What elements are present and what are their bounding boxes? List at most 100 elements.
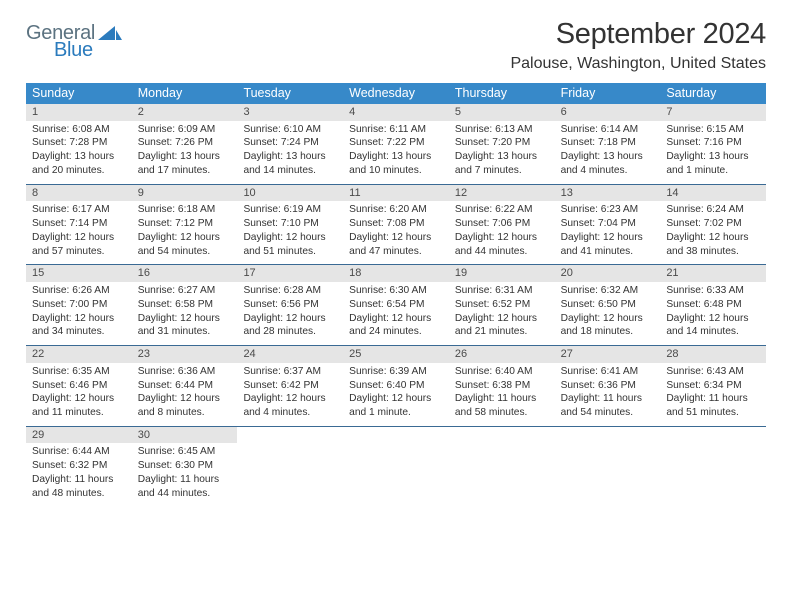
day-number: 15	[26, 265, 132, 282]
day-number: 17	[237, 265, 343, 282]
day-number: 13	[555, 185, 661, 202]
calendar-day-cell: .	[449, 427, 555, 507]
day-details: Sunrise: 6:20 AMSunset: 7:08 PMDaylight:…	[343, 201, 449, 264]
day-number: 16	[132, 265, 238, 282]
calendar-day-cell: 7Sunrise: 6:15 AMSunset: 7:16 PMDaylight…	[660, 104, 766, 184]
day-number: 6	[555, 104, 661, 121]
sunrise-line: Sunrise: 6:27 AM	[138, 284, 232, 298]
sunset-line: Sunset: 6:34 PM	[666, 379, 760, 393]
day-number: 4	[343, 104, 449, 121]
title-block: September 2024 Palouse, Washington, Unit…	[510, 18, 766, 73]
daylight-line: Daylight: 13 hours and 7 minutes.	[455, 150, 549, 178]
logo: General Blue	[26, 24, 122, 60]
day-number: 10	[237, 185, 343, 202]
sunset-line: Sunset: 7:04 PM	[561, 217, 655, 231]
sunrise-line: Sunrise: 6:30 AM	[349, 284, 443, 298]
calendar-day-cell: 26Sunrise: 6:40 AMSunset: 6:38 PMDayligh…	[449, 346, 555, 426]
day-details: Sunrise: 6:09 AMSunset: 7:26 PMDaylight:…	[132, 121, 238, 184]
day-details: Sunrise: 6:26 AMSunset: 7:00 PMDaylight:…	[26, 282, 132, 345]
daylight-line: Daylight: 11 hours and 58 minutes.	[455, 392, 549, 420]
sunrise-line: Sunrise: 6:23 AM	[561, 203, 655, 217]
calendar-day-cell: 14Sunrise: 6:24 AMSunset: 7:02 PMDayligh…	[660, 185, 766, 265]
day-number: 3	[237, 104, 343, 121]
calendar-week-row: 22Sunrise: 6:35 AMSunset: 6:46 PMDayligh…	[26, 346, 766, 427]
sunrise-line: Sunrise: 6:32 AM	[561, 284, 655, 298]
sunrise-line: Sunrise: 6:13 AM	[455, 123, 549, 137]
calendar-day-cell: 8Sunrise: 6:17 AMSunset: 7:14 PMDaylight…	[26, 185, 132, 265]
calendar-day-cell: 23Sunrise: 6:36 AMSunset: 6:44 PMDayligh…	[132, 346, 238, 426]
sunrise-line: Sunrise: 6:22 AM	[455, 203, 549, 217]
sunset-line: Sunset: 7:12 PM	[138, 217, 232, 231]
day-number: 20	[555, 265, 661, 282]
daylight-line: Daylight: 12 hours and 51 minutes.	[243, 231, 337, 259]
sunset-line: Sunset: 7:24 PM	[243, 136, 337, 150]
sunrise-line: Sunrise: 6:19 AM	[243, 203, 337, 217]
daylight-line: Daylight: 12 hours and 47 minutes.	[349, 231, 443, 259]
sunrise-line: Sunrise: 6:28 AM	[243, 284, 337, 298]
day-number: 18	[343, 265, 449, 282]
daylight-line: Daylight: 12 hours and 14 minutes.	[666, 312, 760, 340]
sunrise-line: Sunrise: 6:24 AM	[666, 203, 760, 217]
day-number: 30	[132, 427, 238, 444]
calendar-day-cell: 17Sunrise: 6:28 AMSunset: 6:56 PMDayligh…	[237, 265, 343, 345]
calendar-day-cell: 18Sunrise: 6:30 AMSunset: 6:54 PMDayligh…	[343, 265, 449, 345]
daylight-line: Daylight: 12 hours and 54 minutes.	[138, 231, 232, 259]
sunset-line: Sunset: 6:40 PM	[349, 379, 443, 393]
day-details: Sunrise: 6:13 AMSunset: 7:20 PMDaylight:…	[449, 121, 555, 184]
calendar-day-cell: 6 Sunrise: 6:14 AMSunset: 7:18 PMDaylight…	[555, 104, 661, 184]
day-number: 26	[449, 346, 555, 363]
sunset-line: Sunset: 6:56 PM	[243, 298, 337, 312]
day-details: Sunrise: 6:30 AMSunset: 6:54 PMDaylight:…	[343, 282, 449, 345]
day-details: Sunrise: 6:45 AMSunset: 6:30 PMDaylight:…	[132, 443, 238, 506]
daylight-line: Daylight: 12 hours and 57 minutes.	[32, 231, 126, 259]
sunset-line: Sunset: 7:18 PM	[561, 136, 655, 150]
sunset-line: Sunset: 7:28 PM	[32, 136, 126, 150]
day-number: 2	[132, 104, 238, 121]
sunrise-line: Sunrise: 6:43 AM	[666, 365, 760, 379]
day-number: 29	[26, 427, 132, 444]
calendar-day-cell: 29Sunrise: 6:44 AMSunset: 6:32 PMDayligh…	[26, 427, 132, 507]
sunset-line: Sunset: 6:32 PM	[32, 459, 126, 473]
daylight-line: Daylight: 13 hours and 4 minutes.	[561, 150, 655, 178]
calendar-day-cell: 15Sunrise: 6:26 AMSunset: 7:00 PMDayligh…	[26, 265, 132, 345]
day-number: 21	[660, 265, 766, 282]
day-details: Sunrise: 6:18 AMSunset: 7:12 PMDaylight:…	[132, 201, 238, 264]
weekday-header: Monday	[132, 83, 238, 104]
sunset-line: Sunset: 6:50 PM	[561, 298, 655, 312]
daylight-line: Daylight: 13 hours and 17 minutes.	[138, 150, 232, 178]
sunrise-line: Sunrise: 6:18 AM	[138, 203, 232, 217]
sunset-line: Sunset: 6:46 PM	[32, 379, 126, 393]
day-details: Sunrise: 6:23 AMSunset: 7:04 PMDaylight:…	[555, 201, 661, 264]
daylight-line: Daylight: 12 hours and 34 minutes.	[32, 312, 126, 340]
triangle-icon	[98, 26, 122, 49]
sunset-line: Sunset: 7:26 PM	[138, 136, 232, 150]
daylight-line: Daylight: 13 hours and 1 minute.	[666, 150, 760, 178]
sunset-line: Sunset: 6:54 PM	[349, 298, 443, 312]
logo-word-blue: Blue	[54, 41, 95, 60]
day-number: 22	[26, 346, 132, 363]
daylight-line: Daylight: 12 hours and 21 minutes.	[455, 312, 549, 340]
sunrise-line: Sunrise: 6:15 AM	[666, 123, 760, 137]
weekday-header: Sunday	[26, 83, 132, 104]
sunrise-line: Sunrise: 6:14 AM	[561, 123, 655, 137]
sunset-line: Sunset: 6:48 PM	[666, 298, 760, 312]
sunrise-line: Sunrise: 6:41 AM	[561, 365, 655, 379]
sunset-line: Sunset: 7:14 PM	[32, 217, 126, 231]
calendar-day-cell: .	[237, 427, 343, 507]
daylight-line: Daylight: 12 hours and 8 minutes.	[138, 392, 232, 420]
day-details: Sunrise: 6:35 AMSunset: 6:46 PMDaylight:…	[26, 363, 132, 426]
day-number: 9	[132, 185, 238, 202]
daylight-line: Daylight: 11 hours and 48 minutes.	[32, 473, 126, 501]
sunset-line: Sunset: 7:06 PM	[455, 217, 549, 231]
calendar-day-cell: 16Sunrise: 6:27 AMSunset: 6:58 PMDayligh…	[132, 265, 238, 345]
calendar-day-cell: 12Sunrise: 6:22 AMSunset: 7:06 PMDayligh…	[449, 185, 555, 265]
daylight-line: Daylight: 12 hours and 4 minutes.	[243, 392, 337, 420]
day-details: Sunrise: 6:11 AMSunset: 7:22 PMDaylight:…	[343, 121, 449, 184]
calendar-day-cell: 2Sunrise: 6:09 AMSunset: 7:26 PMDaylight…	[132, 104, 238, 184]
day-number: 23	[132, 346, 238, 363]
sunrise-line: Sunrise: 6:31 AM	[455, 284, 549, 298]
calendar-table: Sunday Monday Tuesday Wednesday Thursday…	[26, 83, 766, 507]
sunset-line: Sunset: 6:38 PM	[455, 379, 549, 393]
weekday-header: Wednesday	[343, 83, 449, 104]
sunset-line: Sunset: 6:30 PM	[138, 459, 232, 473]
